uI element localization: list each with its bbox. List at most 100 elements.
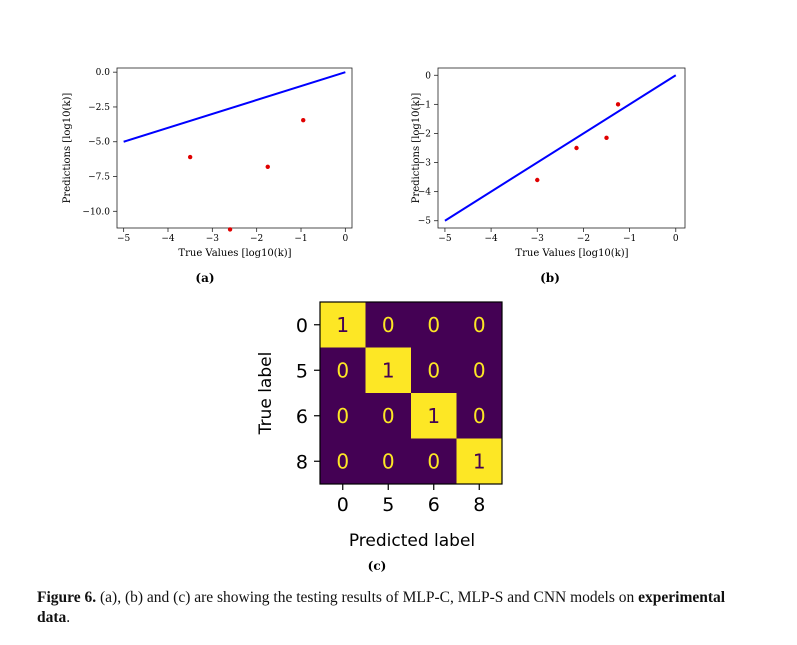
panel-c-y-axis-label: True label	[256, 352, 276, 436]
panel-a-x-ticks: −5 −4 −3 −2 −1 0	[117, 228, 348, 244]
matrix-cell-value: 1	[336, 313, 349, 337]
x-tick-label: 0	[342, 234, 348, 244]
y-tick-label: −5.0	[88, 138, 110, 148]
x-tick-label: 0	[673, 234, 679, 244]
caption-end: .	[66, 609, 71, 626]
panel-b: −5 −4 −3 −2 −1 0 0 −1 −2 −3 −4 −5 True Values [log…	[411, 67, 686, 285]
y-tick-label: 6	[296, 406, 308, 428]
data-point	[227, 227, 233, 232]
x-tick-label: −1	[623, 234, 636, 244]
x-tick-label: −5	[117, 234, 131, 244]
x-tick-label: −2	[250, 234, 263, 244]
matrix-cell-value: 0	[382, 449, 395, 473]
matrix-cell	[456, 347, 503, 394]
data-point	[301, 117, 306, 123]
data-point	[187, 154, 193, 160]
matrix-cell-value: 0	[336, 404, 349, 428]
matrix-cell	[365, 302, 412, 348]
data-point	[615, 102, 621, 107]
matrix-cell-value: 0	[473, 404, 486, 428]
matrix-cell	[320, 438, 366, 485]
x-tick-label: −4	[161, 234, 175, 244]
data-point	[535, 177, 540, 183]
matrix-cell	[320, 302, 366, 348]
panel-a-y-ticks: 0.0 −2.5 −5.0 −7.5 −10.0	[82, 68, 117, 217]
y-tick-label: 0	[296, 315, 308, 337]
data-point	[574, 145, 579, 151]
panel-c-axes-frame	[319, 301, 503, 485]
panel-b-x-axis-label: True Values [log10(k)]	[515, 248, 628, 259]
matrix-cell-value: 0	[473, 313, 486, 337]
data-point	[604, 135, 609, 141]
panel-b-marks	[444, 74, 677, 222]
x-tick-label: −4	[484, 234, 498, 244]
matrix-cell-value: 1	[427, 404, 440, 428]
y-tick-label: −7.5	[88, 173, 110, 183]
matrix-cell-value: 0	[336, 449, 349, 473]
matrix-cell-value: 1	[473, 449, 486, 473]
y-tick-label: 5	[296, 360, 308, 382]
panel-b-x-ticks: −5 −4 −3 −2 −1 0	[438, 228, 679, 244]
panel-a-marks	[123, 71, 346, 232]
x-tick-label: 8	[473, 494, 485, 516]
matrix-cell	[365, 393, 412, 439]
x-tick-label: 5	[382, 494, 394, 516]
data-point	[265, 164, 270, 169]
panel-a-axes-frame	[116, 67, 353, 229]
caption-label: Figure 6.	[37, 589, 97, 606]
figure-canvas: −5 −4 −3 −2 −1 0 0.0 −2.5 −5.0 −7.5 −10.0 True Va…	[62, 67, 686, 573]
panel-a-x-axis-label: True Values [log10(k)]	[178, 248, 291, 259]
y-tick-label: −4	[418, 188, 432, 198]
matrix-cell-value: 0	[427, 313, 440, 337]
matrix-cell	[411, 393, 457, 439]
matrix-cell-value: 0	[427, 358, 440, 382]
matrix-cell	[320, 393, 366, 439]
matrix-cell-value: 0	[473, 358, 486, 382]
x-tick-label: −3	[206, 234, 220, 244]
panel-a-label: (a)	[195, 271, 214, 285]
panel-a-y-axis-label: Predictions [log10(k)]	[62, 93, 73, 204]
matrix-cell	[320, 347, 366, 394]
x-tick-label: 0	[337, 494, 349, 516]
y-tick-label: −1	[418, 100, 431, 110]
y-tick-label: −2.5	[88, 103, 110, 113]
y-tick-label: 8	[296, 451, 308, 473]
matrix-cell	[411, 302, 457, 348]
panel-c-cells: 1 0 0 0 0 1 0 0 0 0 1 0 0 0 0 1	[320, 302, 503, 485]
matrix-cell-value: 0	[427, 449, 440, 473]
panel-b-y-axis-label: Predictions [log10(k)]	[411, 93, 422, 204]
y-tick-label: −2	[418, 129, 431, 139]
x-tick-label: −3	[531, 234, 545, 244]
panel-b-axes-frame	[437, 67, 686, 229]
x-tick-label: −1	[294, 234, 307, 244]
fit-line	[444, 74, 677, 222]
caption-bold-tail: experimental data	[37, 589, 726, 626]
panel-c-x-axis-label: Predicted label	[349, 531, 475, 551]
matrix-cell	[411, 347, 457, 394]
panel-b-label: (b)	[540, 271, 560, 285]
figure-caption: Figure 6. (a), (b) and (c) are showing t…	[37, 588, 757, 628]
matrix-cell	[411, 438, 457, 485]
panel-c: 1 0 0 0 0 1 0 0 0 0 1 0 0 0 0 1 0 5 6 8 0 5 6 8 Predicted labe…	[256, 301, 503, 573]
y-tick-label: −5	[418, 217, 432, 227]
matrix-cell	[456, 438, 503, 485]
x-tick-label: 6	[428, 494, 440, 516]
panel-c-ticks: 0 5 6 8 0 5 6 8	[296, 315, 485, 516]
x-tick-label: −5	[438, 234, 452, 244]
panel-b-y-ticks: 0 −1 −2 −3 −4 −5	[418, 71, 438, 227]
matrix-cell	[456, 393, 503, 439]
y-tick-label: 0	[425, 71, 431, 81]
matrix-cell	[365, 438, 412, 485]
matrix-cell-value: 0	[382, 404, 395, 428]
matrix-cell-value: 0	[336, 358, 349, 382]
y-tick-label: −10.0	[82, 207, 110, 217]
panel-c-label: (c)	[368, 559, 387, 573]
caption-text: (a), (b) and (c) are showing the testing…	[96, 589, 639, 606]
x-tick-label: −2	[577, 234, 590, 244]
matrix-cell	[365, 347, 412, 394]
matrix-cell	[456, 302, 503, 348]
matrix-cell-value: 1	[382, 358, 395, 382]
panel-a: −5 −4 −3 −2 −1 0 0.0 −2.5 −5.0 −7.5 −10.0 True Va…	[62, 67, 353, 285]
y-tick-label: −3	[418, 159, 432, 169]
fit-line	[123, 71, 346, 143]
